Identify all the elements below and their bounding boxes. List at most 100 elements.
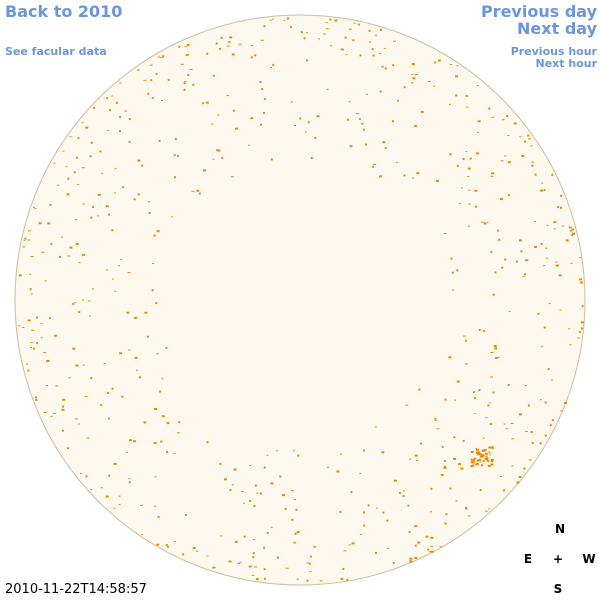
facula	[157, 56, 161, 58]
facula	[253, 566, 257, 568]
facula	[67, 255, 71, 257]
facula	[128, 481, 131, 484]
facula	[541, 182, 544, 184]
facula	[336, 470, 340, 473]
facula	[414, 125, 417, 128]
facula	[226, 45, 230, 47]
timestamp: 2010-11-22T14:58:57	[5, 582, 147, 597]
facula	[580, 281, 583, 284]
facula	[383, 47, 386, 49]
facula	[361, 122, 364, 125]
facula	[386, 519, 389, 522]
facula	[399, 491, 402, 494]
facula	[272, 63, 275, 66]
facula	[468, 203, 471, 205]
facula	[27, 239, 31, 241]
previous-hour-link[interactable]: Previous hour	[510, 45, 597, 58]
facula	[507, 384, 510, 386]
facula	[184, 46, 187, 47]
facula	[154, 408, 157, 410]
facula	[46, 385, 48, 386]
facula	[30, 293, 33, 295]
facula	[281, 494, 285, 497]
facula	[343, 550, 347, 552]
facula	[182, 553, 185, 556]
facula	[294, 125, 296, 126]
facula	[345, 54, 348, 56]
next-day-link[interactable]: Next day	[517, 19, 597, 38]
facula	[511, 438, 515, 440]
facula	[143, 421, 146, 424]
facula	[342, 567, 345, 570]
facula	[55, 385, 59, 387]
facula	[173, 453, 176, 455]
facula	[560, 194, 562, 197]
facula	[365, 93, 368, 95]
facula	[484, 510, 488, 512]
solar-disk	[14, 14, 586, 586]
facula	[126, 311, 130, 314]
facula	[202, 102, 204, 105]
facula	[408, 458, 411, 460]
facula	[467, 176, 470, 177]
facula	[553, 228, 556, 230]
facula	[367, 504, 370, 507]
facula	[203, 169, 206, 172]
facula	[128, 478, 131, 480]
facula	[43, 352, 47, 354]
facula	[373, 163, 377, 165]
facula	[492, 391, 495, 394]
facula	[27, 319, 29, 321]
facula	[469, 157, 472, 160]
next-hour-link[interactable]: Next hour	[535, 57, 598, 70]
facula	[111, 278, 114, 280]
facula	[219, 462, 222, 465]
facula	[90, 141, 93, 144]
facula	[475, 152, 479, 155]
facula	[410, 560, 412, 563]
facula	[118, 504, 121, 506]
facula	[503, 423, 506, 425]
facula	[475, 447, 478, 449]
facula	[403, 174, 406, 177]
facula	[474, 189, 478, 192]
facula	[78, 262, 81, 264]
facula	[96, 215, 99, 217]
facula	[217, 149, 221, 152]
facula	[416, 172, 420, 175]
facula	[173, 154, 176, 157]
facula	[154, 505, 157, 507]
previous-day-link[interactable]: Previous day	[480, 2, 597, 21]
facula	[543, 189, 546, 192]
facula	[475, 463, 479, 465]
facula	[117, 265, 120, 267]
facula	[192, 547, 196, 550]
facula	[520, 250, 523, 253]
facula	[492, 293, 495, 296]
facula	[374, 426, 377, 428]
facula	[450, 64, 453, 65]
facula	[46, 359, 50, 362]
facula	[392, 64, 395, 67]
facula	[500, 160, 504, 162]
facula	[234, 540, 238, 543]
facula	[143, 79, 147, 81]
facula	[340, 48, 344, 51]
facula	[75, 364, 79, 367]
facula	[407, 504, 410, 507]
facula	[186, 43, 190, 46]
facula	[501, 119, 505, 121]
facula	[455, 94, 458, 97]
facula	[481, 454, 485, 457]
facula	[250, 56, 253, 59]
facula	[460, 187, 463, 189]
facula	[533, 220, 536, 222]
facula	[462, 439, 465, 442]
facula	[319, 580, 323, 582]
facula	[369, 41, 371, 43]
back-link[interactable]: Back to 2010	[5, 2, 123, 21]
facula	[474, 205, 477, 208]
facula	[77, 423, 80, 425]
facular-data-link[interactable]: See facular data	[5, 45, 107, 58]
facula	[231, 176, 234, 178]
